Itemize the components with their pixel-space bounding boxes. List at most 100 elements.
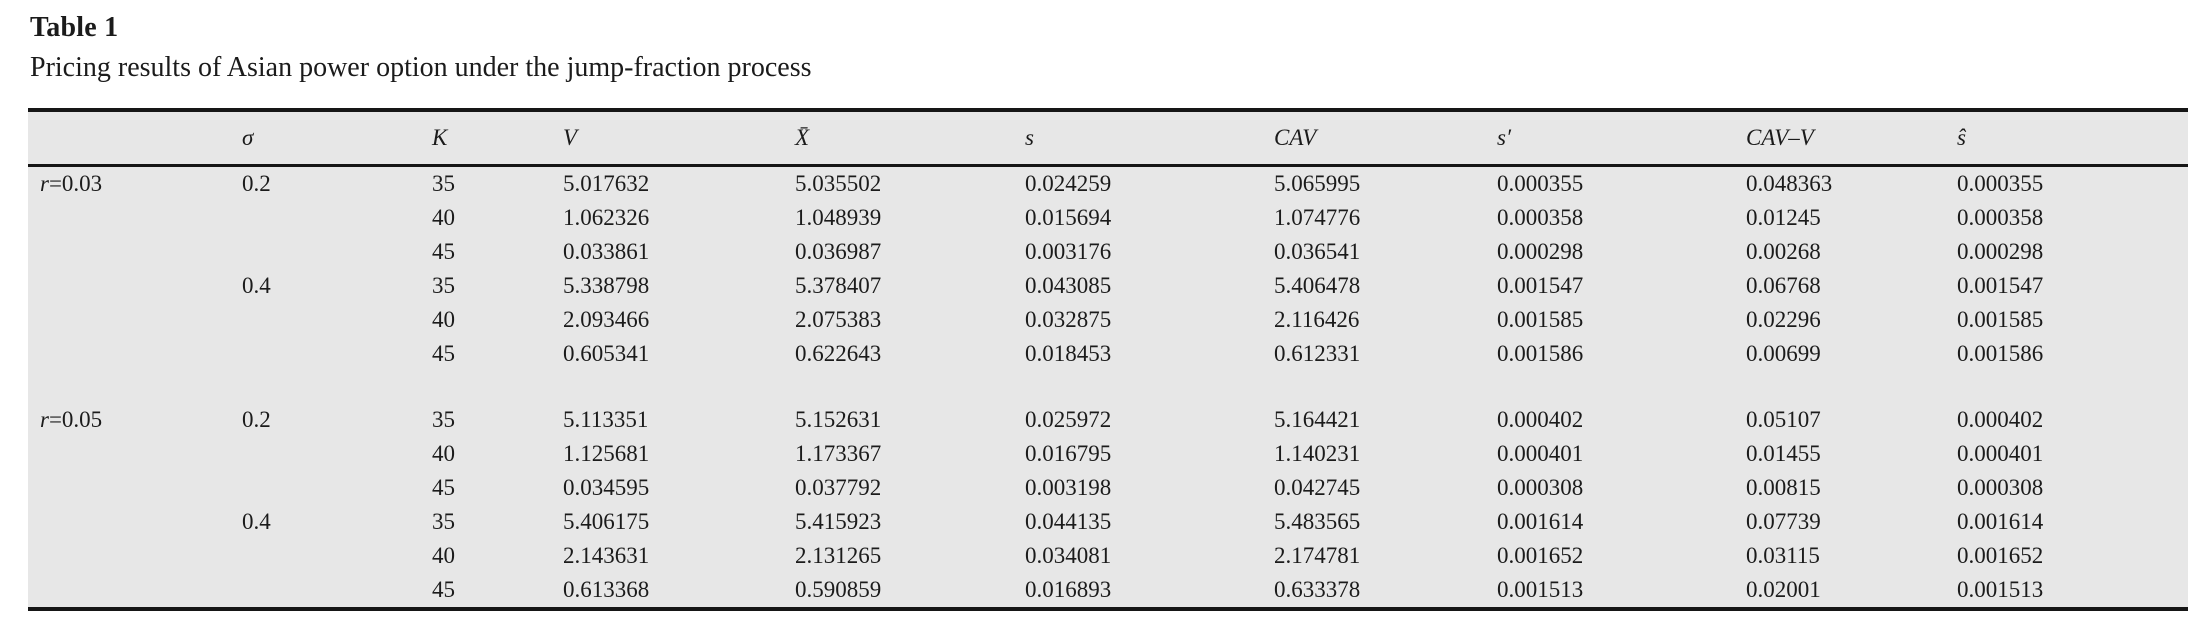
cell-v: 0.033861 <box>563 239 650 264</box>
cell-cav: 0.042745 <box>1274 475 1361 500</box>
cell-cav: 5.406478 <box>1274 273 1361 298</box>
cell-cav: 2.174781 <box>1274 543 1361 568</box>
cell-s-prime: 0.000358 <box>1497 205 1584 230</box>
cell-sigma <box>242 303 432 337</box>
row-label <box>28 269 242 303</box>
cell-s: 0.016795 <box>1025 441 1112 466</box>
row-label <box>28 235 242 269</box>
cell-cav: 1.074776 <box>1274 205 1361 230</box>
cell-k: 40 <box>432 543 455 568</box>
row-label-eq: =0.03 <box>48 171 103 196</box>
row-label-eq: =0.05 <box>48 407 103 432</box>
column-header-s: s <box>1025 125 1034 150</box>
cell-cav-minus-v: 0.00268 <box>1746 239 1821 264</box>
cell-s-prime: 0.001614 <box>1497 509 1584 534</box>
cell-k: 35 <box>432 171 455 196</box>
cell-k: 40 <box>432 205 455 230</box>
cell-cav: 1.140231 <box>1274 441 1361 466</box>
cell-k: 35 <box>432 509 455 534</box>
table-container: σ K V X̄ s CAV s′ CAV–V ŝ r=0.03 0.2 35 … <box>28 108 2188 611</box>
cell-cav: 2.116426 <box>1274 307 1360 332</box>
cell-cav: 0.036541 <box>1274 239 1361 264</box>
cell-v: 0.034595 <box>563 475 650 500</box>
cell-v: 0.605341 <box>563 341 650 366</box>
cell-xbar: 5.415923 <box>795 509 882 534</box>
table-row: 40 1.125681 1.173367 0.016795 1.140231 0… <box>28 437 2188 471</box>
cell-k: 45 <box>432 239 455 264</box>
cell-xbar: 0.590859 <box>795 577 882 602</box>
table-row: r=0.05 0.2 35 5.113351 5.152631 0.025972… <box>28 403 2188 437</box>
cell-s-hat: 0.000358 <box>1957 205 2044 230</box>
cell-cav-minus-v: 0.00699 <box>1746 341 1821 366</box>
cell-s-hat: 0.001652 <box>1957 543 2044 568</box>
cell-s: 0.025972 <box>1025 407 1112 432</box>
cell-xbar: 0.037792 <box>795 475 882 500</box>
cell-cav-minus-v: 0.02296 <box>1746 307 1821 332</box>
table-row: 40 2.143631 2.131265 0.034081 2.174781 0… <box>28 539 2188 573</box>
cell-s-hat: 0.001614 <box>1957 509 2044 534</box>
cell-s-hat: 0.001586 <box>1957 341 2044 366</box>
cell-v: 5.406175 <box>563 509 650 534</box>
group-spacer <box>28 371 2188 403</box>
cell-xbar: 1.173367 <box>795 441 882 466</box>
cell-xbar: 2.075383 <box>795 307 882 332</box>
cell-xbar: 1.048939 <box>795 205 882 230</box>
cell-sigma <box>242 539 432 573</box>
cell-xbar: 5.378407 <box>795 273 882 298</box>
corner-header <box>28 110 242 166</box>
row-label <box>28 573 242 609</box>
cell-xbar: 5.152631 <box>795 407 882 432</box>
cell-cav-minus-v: 0.01455 <box>1746 441 1821 466</box>
cell-s-prime: 0.000355 <box>1497 171 1584 196</box>
cell-k: 40 <box>432 307 455 332</box>
row-label: r=0.05 <box>28 403 242 437</box>
cell-s-hat: 0.001513 <box>1957 577 2044 602</box>
cell-xbar: 0.622643 <box>795 341 882 366</box>
cell-s-hat: 0.001585 <box>1957 307 2044 332</box>
cell-s: 0.032875 <box>1025 307 1112 332</box>
pricing-results-table: σ K V X̄ s CAV s′ CAV–V ŝ r=0.03 0.2 35 … <box>28 108 2188 611</box>
cell-sigma <box>242 235 432 269</box>
row-label <box>28 471 242 505</box>
row-label <box>28 437 242 471</box>
column-header-sigma: σ <box>242 125 254 150</box>
cell-s: 0.016893 <box>1025 577 1112 602</box>
table-row: 45 0.034595 0.037792 0.003198 0.042745 0… <box>28 471 2188 505</box>
cell-cav-minus-v: 0.048363 <box>1746 171 1833 196</box>
cell-sigma <box>242 337 432 371</box>
cell-sigma <box>242 573 432 609</box>
cell-sigma <box>242 437 432 471</box>
row-label <box>28 539 242 573</box>
cell-s-prime: 0.001547 <box>1497 273 1584 298</box>
cell-xbar: 0.036987 <box>795 239 882 264</box>
column-header-s-prime: s′ <box>1497 125 1511 150</box>
cell-s: 0.044135 <box>1025 509 1112 534</box>
cell-s: 0.034081 <box>1025 543 1112 568</box>
cell-s-hat: 0.000298 <box>1957 239 2044 264</box>
cell-cav-minus-v: 0.02001 <box>1746 577 1821 602</box>
group-spacer-row <box>28 371 2188 403</box>
cell-sigma: 0.4 <box>242 273 271 298</box>
cell-cav-minus-v: 0.07739 <box>1746 509 1821 534</box>
cell-s-hat: 0.000355 <box>1957 171 2044 196</box>
cell-v: 5.017632 <box>563 171 650 196</box>
column-header-s-hat: ŝ <box>1957 125 1966 150</box>
cell-k: 45 <box>432 341 455 366</box>
row-label <box>28 505 242 539</box>
table-row: 45 0.613368 0.590859 0.016893 0.633378 0… <box>28 573 2188 609</box>
cell-cav-minus-v: 0.00815 <box>1746 475 1821 500</box>
table-title: Table 1 <box>30 12 119 43</box>
row-label <box>28 303 242 337</box>
cell-s: 0.003198 <box>1025 475 1112 500</box>
header-row: σ K V X̄ s CAV s′ CAV–V ŝ <box>28 110 2188 166</box>
cell-sigma: 0.4 <box>242 509 271 534</box>
table-row: 40 1.062326 1.048939 0.015694 1.074776 0… <box>28 201 2188 235</box>
cell-v: 2.093466 <box>563 307 650 332</box>
column-header-k: K <box>432 125 448 150</box>
table-row: 45 0.033861 0.036987 0.003176 0.036541 0… <box>28 235 2188 269</box>
column-header-cav: CAV <box>1274 125 1317 150</box>
cell-s: 0.024259 <box>1025 171 1112 196</box>
cell-v: 2.143631 <box>563 543 650 568</box>
cell-k: 45 <box>432 577 455 602</box>
cell-sigma: 0.2 <box>242 171 271 196</box>
